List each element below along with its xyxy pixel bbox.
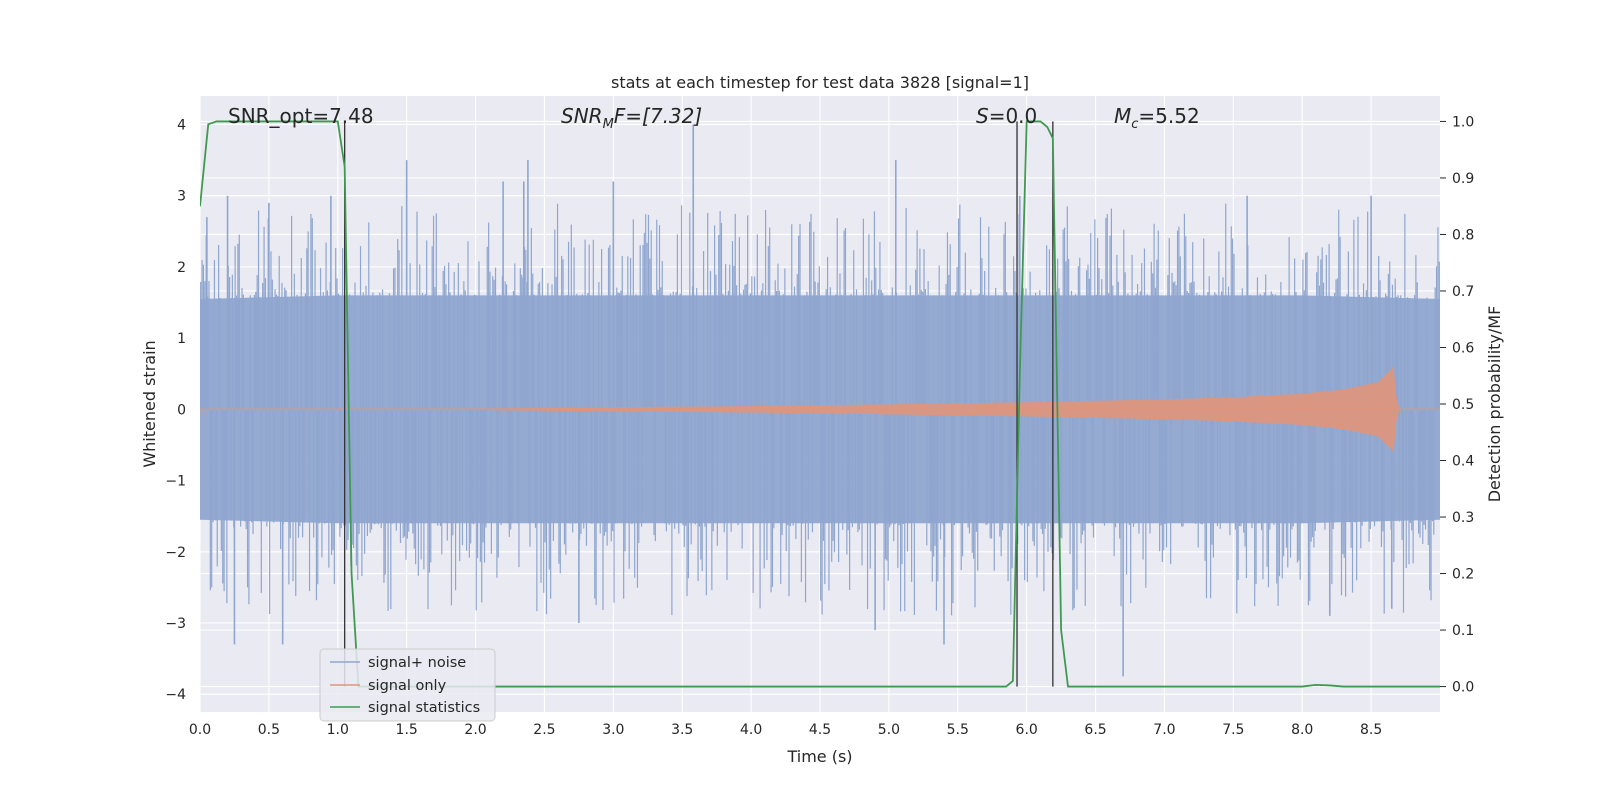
snr-opt-annotation: SNR_opt=7.48 <box>228 104 374 128</box>
x-tick-label: 3.5 <box>671 722 693 738</box>
x-tick-label: 2.0 <box>464 722 486 738</box>
y-left-tick-label: 4 <box>177 117 186 133</box>
snr-mf-rest: F=[7.32] <box>614 104 702 128</box>
y-left-tick-label: 2 <box>177 260 186 276</box>
x-tick-label: 3.0 <box>602 722 624 738</box>
noise-series <box>200 124 1440 677</box>
x-tick-label: 4.5 <box>809 722 831 738</box>
y-right-tick-label: 0.2 <box>1452 567 1474 583</box>
chart-title: stats at each timestep for test data 382… <box>611 73 1029 92</box>
y-right-tick-label: 0.0 <box>1452 680 1474 696</box>
x-tick-label: 1.0 <box>327 722 349 738</box>
legend-label-signal-statistics: signal statistics <box>368 700 480 716</box>
y-right-axis-label: Detection probability/MF <box>1485 306 1504 503</box>
y-left-tick-label: 3 <box>177 189 186 205</box>
y-left-tick-label: −3 <box>165 616 186 632</box>
snr-mf-annotation: SNRMF=[7.32] <box>561 104 702 132</box>
y-left-tick-label: 0 <box>177 402 186 418</box>
y-right-tick-label: 0.9 <box>1452 171 1474 187</box>
x-tick-label: 8.0 <box>1291 722 1313 738</box>
legend-label-signal-only: signal only <box>368 678 447 694</box>
legend-label-signal-noise: signal+ noise <box>368 655 466 671</box>
x-tick-label: 4.0 <box>740 722 762 738</box>
x-axis-ticks: 0.0 0.5 1.0 1.5 2.0 2.5 3.0 3.5 4.0 4.5 5.0 5.5 6.0 6… <box>189 722 1382 738</box>
s-value: =0.0 <box>989 104 1038 128</box>
s-symbol: S <box>976 104 989 128</box>
y-right-tick-label: 0.4 <box>1452 454 1474 470</box>
y-right-tick-label: 0.1 <box>1452 623 1474 639</box>
x-tick-label: 1.5 <box>396 722 418 738</box>
x-tick-label: 5.5 <box>947 722 969 738</box>
y-left-axis-ticks: 4 3 2 1 0 −1 −2 −3 −4 <box>165 117 186 703</box>
x-tick-label: 0.0 <box>189 722 211 738</box>
plot-area <box>200 120 1440 688</box>
x-tick-label: 0.5 <box>258 722 280 738</box>
signal-statistics-series <box>200 120 1440 688</box>
y-left-tick-label: −2 <box>165 545 186 561</box>
x-axis-label: Time (s) <box>786 747 852 766</box>
y-right-tick-label: 0.8 <box>1452 227 1474 243</box>
y-right-axis-ticks: 1.0 0.9 0.8 0.7 0.6 0.5 0.4 0.3 0.2 0.1 0.0 <box>1440 114 1474 696</box>
y-right-tick-label: 0.6 <box>1452 340 1474 356</box>
y-left-axis-label: Whitened strain <box>140 340 159 467</box>
x-tick-label: 8.5 <box>1360 722 1382 738</box>
x-tick-label: 6.5 <box>1084 722 1106 738</box>
y-left-tick-label: −4 <box>165 687 186 703</box>
mc-annotation: Mc=5.52 <box>1114 104 1200 132</box>
mc-sub: c <box>1131 117 1138 132</box>
snr-mf-main: SNR <box>561 104 603 128</box>
y-left-tick-label: 1 <box>177 331 186 347</box>
mc-symbol: M <box>1114 104 1131 128</box>
x-tick-label: 2.5 <box>533 722 555 738</box>
y-right-tick-label: 0.5 <box>1452 397 1474 413</box>
legend: signal+ noise signal only signal statist… <box>319 648 496 722</box>
legend-box <box>319 648 496 722</box>
s-annotation: S=0.0 <box>976 104 1037 128</box>
y-right-tick-label: 0.3 <box>1452 510 1474 526</box>
x-tick-label: 6.0 <box>1016 722 1038 738</box>
y-left-tick-label: −1 <box>165 474 186 490</box>
y-right-tick-label: 0.7 <box>1452 284 1474 300</box>
x-tick-label: 7.5 <box>1222 722 1244 738</box>
y-right-tick-label: 1.0 <box>1452 114 1474 130</box>
x-tick-label: 5.0 <box>878 722 900 738</box>
x-tick-label: 7.0 <box>1153 722 1175 738</box>
snr-mf-sub: M <box>603 117 614 132</box>
mc-value: =5.52 <box>1138 104 1199 128</box>
